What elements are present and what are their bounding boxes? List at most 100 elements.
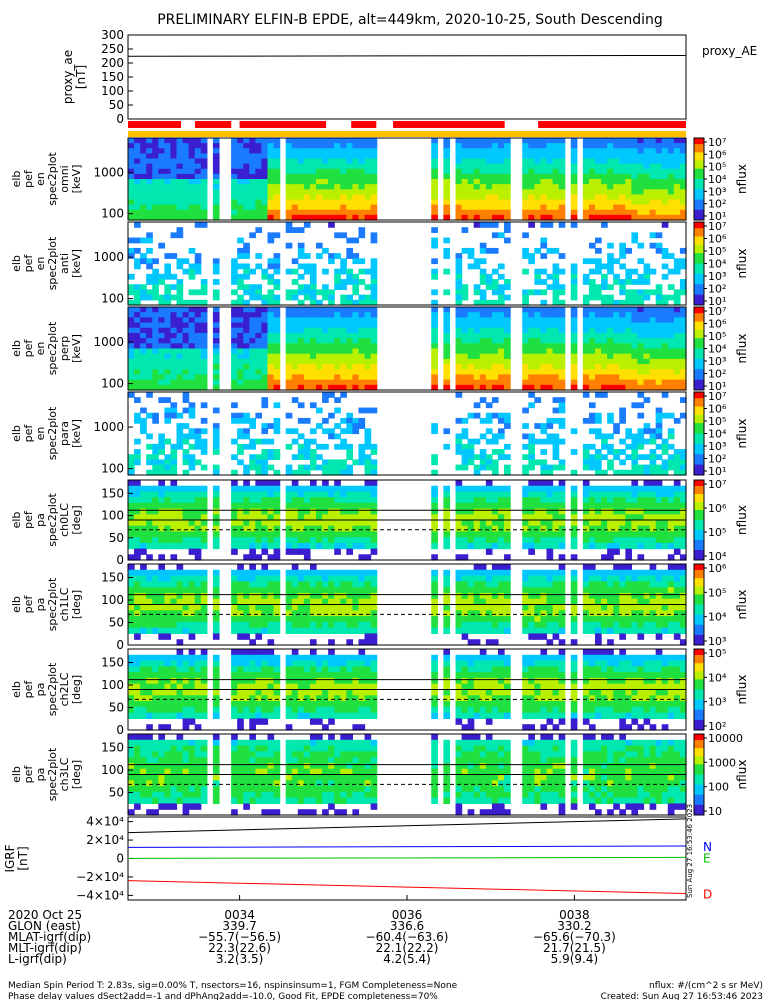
heatmap-cell <box>212 491 220 498</box>
heatmap-cell <box>643 364 651 370</box>
heatmap-cell <box>431 158 438 165</box>
heatmap-cell <box>243 204 250 211</box>
heatmap-cell <box>309 587 317 594</box>
heatmap-cell <box>316 158 323 165</box>
heatmap-cell <box>316 194 323 201</box>
heatmap-cell <box>231 491 238 498</box>
heatmap-cell <box>497 294 505 301</box>
heatmap-cell <box>679 384 687 391</box>
heatmap-cell <box>467 491 475 498</box>
heatmap-cell <box>522 289 529 296</box>
heatmap-cell <box>134 168 141 175</box>
heatmap-cell <box>467 204 475 211</box>
heatmap-cell <box>322 312 329 318</box>
heatmap-cell <box>212 294 220 301</box>
heatmap-cell <box>243 138 250 144</box>
heatmap-cell <box>552 263 560 270</box>
heatmap-cell <box>273 358 281 365</box>
heatmap-cell <box>346 332 354 339</box>
heatmap-cell <box>443 374 451 381</box>
heatmap-cell <box>303 485 311 493</box>
heatmap-cell <box>146 537 153 544</box>
heatmap-cell <box>164 268 172 275</box>
colorbar-cell <box>694 288 704 291</box>
heatmap-cell <box>340 581 347 588</box>
heatmap-cell <box>128 214 135 221</box>
heatmap-cell <box>504 209 511 216</box>
colorbar-cell <box>694 201 704 205</box>
heatmap-cell <box>188 189 196 195</box>
heatmap-cell <box>249 491 256 498</box>
colorbar-cell <box>694 230 704 233</box>
heatmap-cell <box>255 158 263 165</box>
heatmap-cell <box>352 581 360 588</box>
heatmap-cell <box>340 392 347 398</box>
heatmap-cell <box>164 459 172 466</box>
heatmap-cell <box>534 537 542 544</box>
science-bar <box>393 121 505 128</box>
heatmap-cell <box>655 179 663 185</box>
heatmap-cell <box>194 621 202 629</box>
heatmap-cell <box>637 520 645 527</box>
heatmap-cell <box>467 520 475 527</box>
heatmap-cell <box>316 289 323 296</box>
heatmap-cell <box>316 209 323 216</box>
heatmap-cell <box>134 592 141 600</box>
heatmap-cell <box>334 204 341 211</box>
heatmap-cell <box>631 384 639 391</box>
heatmap-cell <box>582 348 590 355</box>
heatmap-cell <box>322 194 329 201</box>
colorbar-cell <box>694 480 704 483</box>
heatmap-cell <box>340 214 347 221</box>
heatmap-cell <box>328 184 335 190</box>
heatmap-cell <box>431 542 438 550</box>
heatmap-cell <box>152 138 159 144</box>
heatmap-cell <box>200 621 208 629</box>
heatmap-cell <box>673 348 681 355</box>
heatmap-cell <box>582 184 590 190</box>
heatmap-cell <box>552 343 560 350</box>
heatmap-cell <box>491 537 499 544</box>
heatmap-cell <box>546 317 554 324</box>
heatmap-cell <box>479 332 487 339</box>
heatmap-cell <box>340 616 347 623</box>
heatmap-cell <box>303 194 311 201</box>
heatmap-cell <box>595 485 602 493</box>
heatmap-cell <box>528 531 535 538</box>
heatmap-cell <box>231 514 238 521</box>
heatmap-cell <box>522 247 529 254</box>
heatmap-cell <box>285 491 293 498</box>
heatmap-cell <box>128 520 135 527</box>
heatmap-cell <box>140 237 147 244</box>
heatmap-cell <box>431 299 438 306</box>
heatmap-cell <box>352 253 360 259</box>
heatmap-cell <box>667 502 675 510</box>
heatmap-cell <box>467 497 475 504</box>
heatmap-cell <box>128 554 135 561</box>
heatmap-cell <box>364 153 372 160</box>
heatmap-cell <box>322 184 329 190</box>
heatmap-cell <box>540 253 548 259</box>
colorbar-cell <box>694 181 704 184</box>
heatmap-cell <box>334 338 341 344</box>
heatmap-cell <box>140 598 147 606</box>
heatmap-cell <box>194 598 202 606</box>
heatmap-cell <box>522 173 529 180</box>
heatmap-cell <box>243 364 250 370</box>
heatmap-cell <box>237 531 244 538</box>
heatmap-cell <box>625 469 633 476</box>
heatmap-cell <box>491 353 499 360</box>
heatmap-cell <box>176 299 184 306</box>
heatmap-cell <box>334 179 341 185</box>
heatmap-cell <box>322 379 329 386</box>
heatmap-cell <box>231 374 238 381</box>
heatmap-cell <box>661 338 669 344</box>
heatmap-cell <box>188 610 196 617</box>
heatmap-cell <box>316 610 323 617</box>
heatmap-cell <box>673 520 681 527</box>
heatmap-cell <box>673 168 681 175</box>
heatmap-cell <box>309 199 317 206</box>
heatmap-cell <box>200 332 208 339</box>
heatmap-cell <box>467 312 475 318</box>
heatmap-cell <box>182 173 190 180</box>
